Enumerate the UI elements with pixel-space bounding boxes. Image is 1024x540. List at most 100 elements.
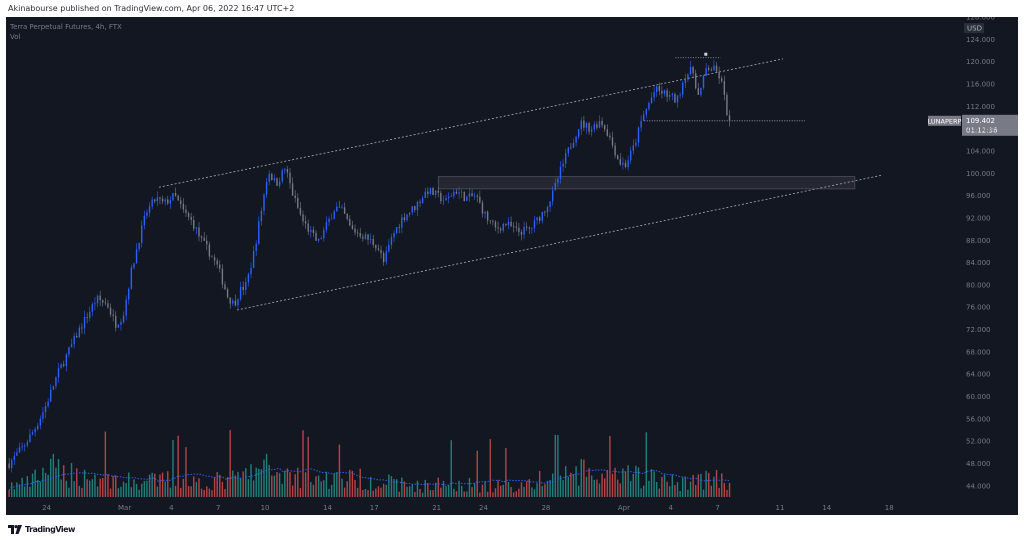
volume-bar [393, 479, 395, 497]
candle-body [708, 68, 710, 70]
volume-bar [718, 487, 720, 497]
candle-body [169, 200, 172, 204]
candle-body [388, 244, 390, 252]
volume-bar [260, 469, 263, 497]
candle-body [239, 286, 242, 300]
candle-body [29, 434, 31, 443]
candle-body [198, 227, 200, 237]
candle-body [18, 447, 21, 453]
volume-bar [406, 486, 408, 497]
volume-bar [312, 484, 315, 497]
x-tick-label: 28 [541, 504, 550, 512]
volume-bar [679, 490, 681, 497]
volume-bar [564, 466, 567, 497]
candle-body [630, 150, 632, 161]
candle-body [117, 324, 120, 328]
volume-bar [221, 481, 224, 497]
candle-body [130, 267, 133, 289]
volume-bar [78, 485, 81, 497]
volume-bar [421, 492, 424, 497]
candle-body [393, 232, 395, 238]
candle-body [52, 386, 55, 390]
candle-body [536, 217, 538, 221]
volume-bar [622, 468, 624, 497]
x-tick-label: 7 [216, 504, 220, 512]
volume-bar [164, 481, 166, 497]
volume-bar [653, 471, 655, 497]
volume-bar [125, 483, 127, 497]
footer-brand[interactable]: TradingView [8, 522, 75, 536]
volume-bar [466, 491, 468, 497]
candle-body [609, 135, 611, 138]
candle-body [271, 173, 273, 181]
candle-body [265, 181, 268, 195]
volume-bar [424, 479, 426, 497]
volume-bar [388, 474, 390, 497]
volume-bar [21, 477, 23, 497]
candle-body [692, 67, 694, 74]
volume-bar [128, 472, 130, 497]
volume-bar [102, 478, 104, 497]
candle-body [481, 202, 484, 214]
volume-bar [479, 492, 481, 497]
volume-bar [515, 491, 517, 497]
volume-bar [518, 488, 520, 497]
candle-body [206, 240, 208, 245]
candle-body [115, 315, 117, 328]
volume-bar [715, 469, 718, 497]
candle-body [24, 445, 26, 447]
candle-body [489, 220, 491, 222]
candle-body [310, 229, 312, 232]
candle-body [122, 315, 125, 323]
volume-bar [304, 472, 307, 497]
volume-bar [630, 481, 632, 497]
candle-body [551, 190, 554, 202]
tradingview-logo-icon [8, 524, 22, 534]
volume-bar [546, 480, 549, 497]
volume-bar [596, 479, 598, 497]
symbol-label: LUNAPERP [928, 117, 962, 125]
volume-bar [237, 471, 239, 497]
last-price-value: 109.402 [966, 117, 995, 125]
candle-body [494, 221, 497, 228]
candle-body [395, 227, 398, 233]
candle-body [427, 191, 429, 194]
volume-bar [395, 479, 398, 497]
volume-bar [47, 474, 49, 497]
volume-bar [427, 483, 429, 497]
candle-body [656, 86, 658, 92]
candle-body [721, 78, 723, 82]
candle-body [164, 199, 166, 202]
volume-bar [286, 468, 289, 497]
volume-bar [447, 484, 450, 497]
brand-name: TradingView [25, 524, 75, 534]
x-tick-label: 14 [323, 504, 332, 512]
candle-body [442, 200, 445, 202]
volume-bar [156, 486, 159, 497]
chart-panel[interactable]: LUNAPERP 109.402 01:12:36 128.000 124.000 12… [6, 17, 1018, 515]
candle-body [635, 142, 637, 146]
volume-bar [109, 488, 112, 497]
candle-body [390, 237, 393, 245]
volume-bar [710, 485, 713, 497]
volume-bar [268, 464, 270, 497]
y-tick-label: 92.000 [966, 214, 991, 222]
volume-bar [577, 485, 580, 497]
volume-bar [575, 466, 577, 497]
candle-body [167, 199, 169, 204]
volume-bar [200, 488, 203, 497]
volume-bar [525, 481, 528, 497]
candle-body [213, 257, 216, 261]
y-tick-label: 124.000 [966, 36, 995, 44]
candle-body [458, 192, 460, 194]
volume-bar [349, 469, 351, 497]
volume-bar [505, 448, 507, 497]
candle-body [518, 227, 520, 233]
candle-body [351, 225, 354, 229]
volume-bar [310, 481, 312, 497]
candle-body [377, 248, 380, 250]
volume-bar [343, 487, 346, 497]
candle-body [424, 191, 426, 199]
x-tick-label: 14 [822, 504, 831, 512]
